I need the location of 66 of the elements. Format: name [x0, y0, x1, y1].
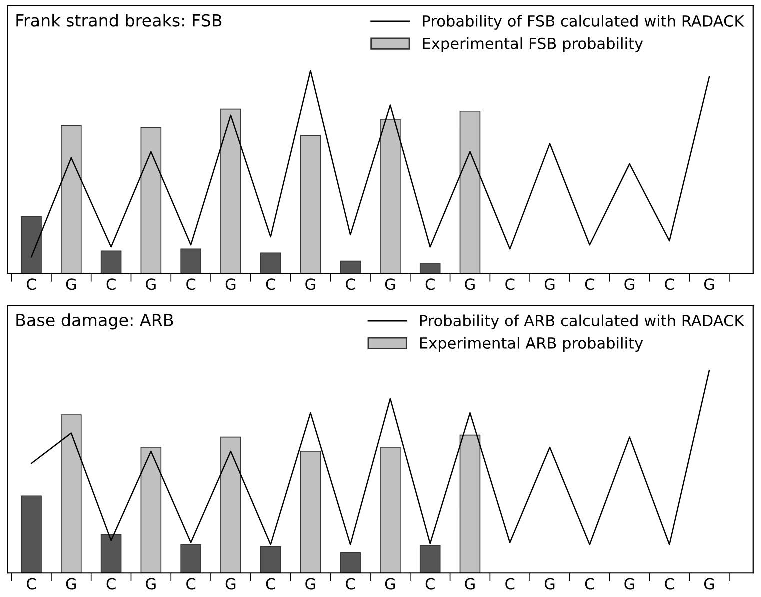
x-tick-label: G [306, 578, 316, 590]
x-tick-label: C [186, 578, 196, 590]
x-tick-label: G [146, 278, 156, 290]
bar [300, 135, 322, 274]
chart-title: Base damage: ARB [16, 314, 174, 330]
x-tick-label: C [346, 578, 356, 590]
x-tick-label: G [385, 278, 396, 290]
x-tick-label: G [544, 278, 555, 290]
x-tick-label: G [66, 278, 76, 290]
bar [61, 125, 82, 274]
bar [300, 451, 322, 574]
x-tick-label: C [266, 578, 276, 590]
x-tick-label: C [506, 278, 515, 290]
bar [460, 110, 481, 274]
x-tick-label: C [506, 578, 515, 590]
bar [61, 414, 82, 574]
x-tick-label: G [226, 278, 236, 290]
bar [100, 250, 122, 274]
legend-label: Probability of FSB calculated with RADACK [423, 15, 745, 30]
bar [380, 447, 401, 574]
x-tick-label: C [106, 278, 116, 290]
legend-label: Experimental FSB probability [423, 38, 644, 52]
bar [140, 447, 162, 574]
legend-label: Experimental ARB probability [420, 337, 644, 352]
x-tick-label: G [704, 278, 714, 290]
x-tick-label: G [385, 578, 396, 590]
bar [180, 544, 202, 574]
bar [260, 252, 282, 274]
bar [340, 552, 361, 574]
x-tick-label: G [465, 278, 475, 290]
bar [460, 434, 481, 574]
chart-title: Frank strand breaks: FSB [16, 14, 222, 27]
bar [100, 534, 122, 574]
x-tick-label: C [266, 278, 276, 290]
x-tick-label: C [346, 278, 356, 290]
bar [180, 248, 202, 274]
bar [21, 216, 42, 274]
bar [420, 262, 441, 274]
bar [140, 127, 162, 274]
x-tick-label: G [704, 578, 714, 590]
x-tick-label: G [624, 578, 634, 590]
x-tick-label: C [27, 578, 36, 590]
x-tick-label: G [306, 278, 316, 290]
x-tick-label: C [106, 578, 116, 590]
x-tick-label: C [27, 278, 36, 290]
bar [220, 436, 242, 574]
x-tick-label: C [186, 278, 196, 290]
x-tick-label: C [585, 278, 594, 290]
x-tick-label: G [544, 578, 555, 590]
x-tick-label: G [465, 578, 475, 590]
x-tick-label: C [426, 578, 435, 590]
bar [380, 119, 401, 274]
x-tick-label: G [624, 278, 634, 290]
x-tick-label: G [66, 578, 76, 590]
x-tick-label: G [146, 578, 156, 590]
x-tick-label: C [585, 578, 594, 590]
bar [340, 260, 361, 274]
bar [21, 496, 42, 574]
x-tick-label: C [665, 578, 674, 590]
legend-label: Probability of ARB calculated with RADACK [420, 314, 745, 330]
bar [420, 545, 441, 574]
bar [220, 108, 242, 274]
bar [260, 546, 282, 574]
x-tick-label: G [226, 578, 236, 590]
x-tick-label: C [665, 278, 674, 290]
x-tick-label: C [426, 278, 435, 290]
